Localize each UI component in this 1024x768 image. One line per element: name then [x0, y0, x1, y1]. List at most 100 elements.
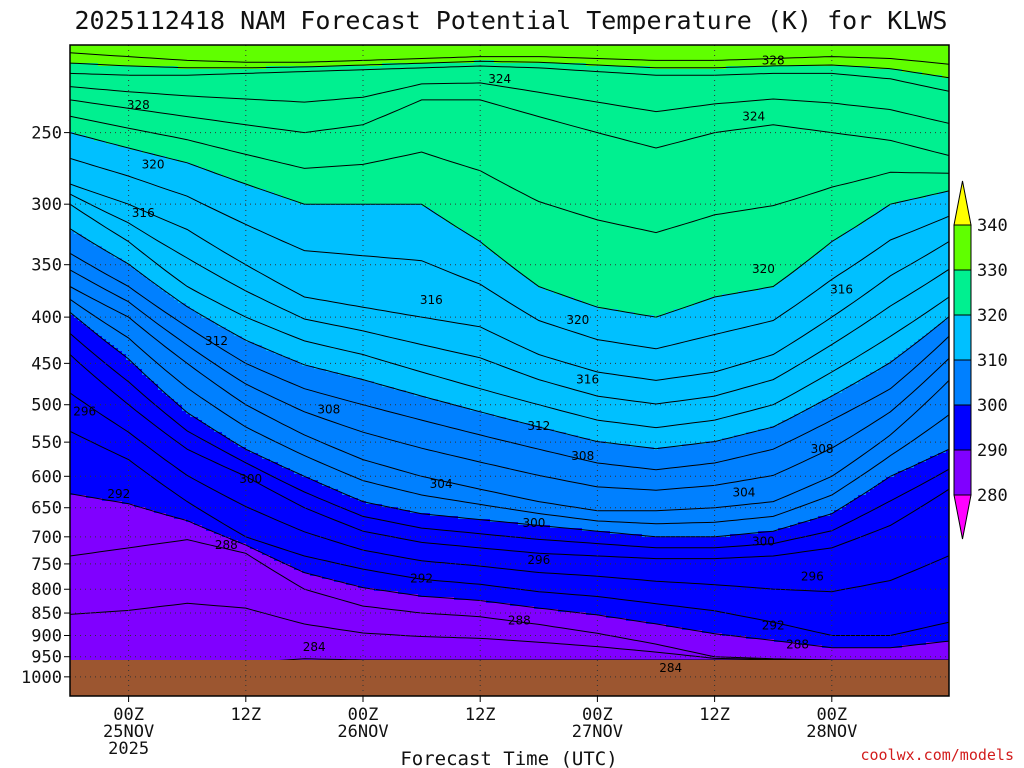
fill-cell — [126, 264, 131, 361]
fill-cell — [602, 615, 607, 696]
fill-cell — [254, 69, 259, 190]
fill-cell — [578, 528, 583, 613]
fill-cell — [402, 45, 407, 64]
fill-cell — [334, 582, 339, 696]
fill-cell — [174, 159, 179, 301]
fill-cell — [90, 138, 95, 244]
fill-cell — [134, 366, 139, 508]
fill-cell — [282, 66, 287, 199]
fill-cell — [866, 375, 871, 493]
fill-cell — [862, 222, 867, 379]
colorbar-label: 300 — [977, 396, 1008, 416]
fill-cell — [194, 417, 199, 526]
fill-cell — [414, 45, 419, 64]
fill-cell — [238, 45, 243, 70]
fill-cell — [246, 69, 251, 187]
x-tick-label: 00Z — [816, 705, 847, 725]
fill-cell — [290, 360, 295, 472]
fill-cell — [702, 444, 707, 538]
fill-cell — [598, 45, 603, 67]
fill-cell — [854, 384, 859, 499]
fill-cell — [458, 45, 463, 64]
fill-cell — [514, 63, 519, 271]
fill-cell — [554, 528, 559, 610]
fill-cell — [358, 66, 363, 205]
fill-cell — [610, 444, 615, 535]
fill-cell — [590, 306, 595, 442]
fill-cell — [210, 429, 215, 532]
fill-cell — [90, 63, 95, 139]
fill-cell — [230, 69, 235, 181]
fill-cell — [842, 390, 847, 508]
fill-cell — [598, 309, 603, 442]
fill-cell — [478, 600, 483, 696]
fill-cell — [154, 384, 159, 514]
fill-cell — [262, 189, 267, 349]
fill-cell — [614, 534, 619, 619]
fill-cell — [494, 522, 499, 604]
fill-cell — [74, 234, 79, 319]
fill-cell — [70, 315, 75, 496]
fill-cell — [78, 45, 83, 64]
fill-cell — [770, 66, 775, 289]
fill-cell — [150, 381, 155, 511]
fill-cell — [810, 408, 815, 520]
fill-cell — [102, 501, 107, 696]
fill-cell — [898, 201, 903, 355]
fill-cell — [86, 63, 91, 139]
fill-cell — [210, 171, 215, 322]
fill-cell — [386, 45, 391, 64]
fill-cell — [482, 60, 487, 247]
fill-cell — [506, 63, 511, 265]
fill-cell — [450, 63, 455, 226]
fill-cell — [882, 45, 887, 70]
fill-cell — [870, 216, 875, 373]
fill-cell — [362, 501, 367, 589]
fill-cell — [358, 588, 363, 696]
fill-cell — [374, 591, 379, 696]
fill-cell — [554, 63, 559, 295]
fill-cell — [522, 606, 527, 696]
fill-cell — [778, 423, 783, 529]
fill-cell — [130, 66, 135, 151]
fill-cell — [338, 204, 343, 376]
fill-cell — [902, 351, 907, 472]
fill-cell — [506, 420, 511, 523]
fill-cell — [730, 438, 735, 535]
fill-cell — [762, 66, 767, 289]
fill-cell — [422, 513, 427, 598]
fill-cell — [678, 69, 683, 310]
fill-cell — [386, 507, 391, 592]
fill-cell — [818, 252, 823, 403]
fill-cell — [266, 45, 271, 67]
x-tick-label: 12Z — [465, 705, 496, 725]
grid-lines — [70, 45, 949, 696]
fill-cell — [598, 531, 603, 616]
fill-cell — [162, 66, 167, 157]
fill-cell — [506, 45, 511, 64]
fill-cell — [874, 486, 879, 649]
fill-cell — [818, 66, 823, 253]
fill-cell — [474, 60, 479, 241]
fill-cell — [350, 45, 355, 67]
fill-cell — [826, 399, 831, 517]
fill-cell — [514, 420, 519, 523]
fill-cell — [914, 198, 919, 343]
fill-cell — [422, 597, 427, 696]
fill-cell — [870, 372, 875, 490]
fill-cell — [946, 78, 949, 193]
fill-cell — [670, 69, 675, 313]
fill-cell — [374, 384, 379, 505]
fill-cell — [122, 45, 127, 67]
fill-cell — [662, 45, 667, 70]
fill-cell — [214, 174, 219, 325]
fill-cell — [186, 45, 191, 70]
fill-cell — [614, 309, 619, 445]
fill-cell — [686, 537, 691, 631]
fill-cell — [494, 45, 499, 64]
fill-cell — [198, 420, 203, 526]
fill-cell — [918, 198, 923, 340]
fill-cell — [826, 66, 831, 247]
fill-cell — [386, 591, 391, 696]
